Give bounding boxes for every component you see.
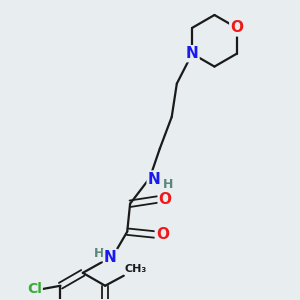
Text: O: O (230, 20, 243, 35)
Text: O: O (156, 227, 169, 242)
Text: N: N (148, 172, 160, 187)
Text: N: N (104, 250, 117, 265)
Text: CH₃: CH₃ (124, 264, 147, 274)
Text: O: O (159, 192, 172, 207)
Text: H: H (163, 178, 174, 191)
Text: H: H (93, 248, 104, 260)
Text: Cl: Cl (27, 282, 42, 296)
Text: N: N (186, 46, 199, 61)
